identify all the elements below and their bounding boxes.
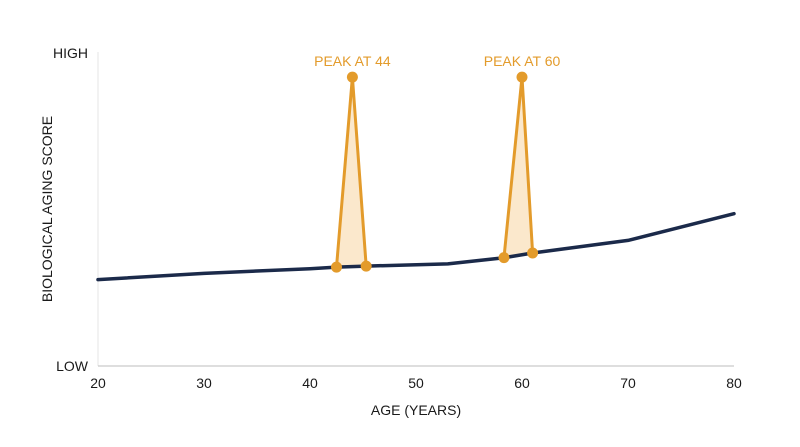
y-axis-title: BIOLOGICAL AGING SCORE (39, 116, 55, 302)
x-tick-labels: 20 30 40 50 60 70 80 (90, 375, 742, 391)
x-tick-label: 40 (302, 375, 318, 391)
peak-base-point (360, 260, 372, 272)
x-tick-label: 70 (620, 375, 636, 391)
peak-label: PEAK AT 60 (484, 53, 561, 69)
x-tick-label: 80 (726, 375, 742, 391)
peaks: PEAK AT 44 PEAK AT 60 (314, 53, 561, 268)
y-tick-label-high: HIGH (53, 45, 88, 61)
series-line (96, 211, 736, 282)
peak-point (346, 71, 358, 83)
axes (97, 52, 734, 367)
x-tick-label: 20 (90, 375, 106, 391)
peak-base-point (331, 261, 342, 273)
peak-fill (336, 77, 367, 268)
peak-base-point (498, 252, 510, 264)
y-tick-label-low: LOW (56, 358, 89, 374)
peak-fill (503, 77, 533, 258)
peak-base-point (527, 247, 539, 259)
x-tick-label: 30 (196, 375, 212, 391)
peak-point (516, 71, 528, 83)
x-axis-title: AGE (YEARS) (371, 402, 461, 418)
x-tick-label: 60 (514, 375, 530, 391)
peak-label: PEAK AT 44 (314, 53, 391, 69)
x-tick-label: 50 (408, 375, 424, 391)
peak-points (331, 71, 539, 273)
